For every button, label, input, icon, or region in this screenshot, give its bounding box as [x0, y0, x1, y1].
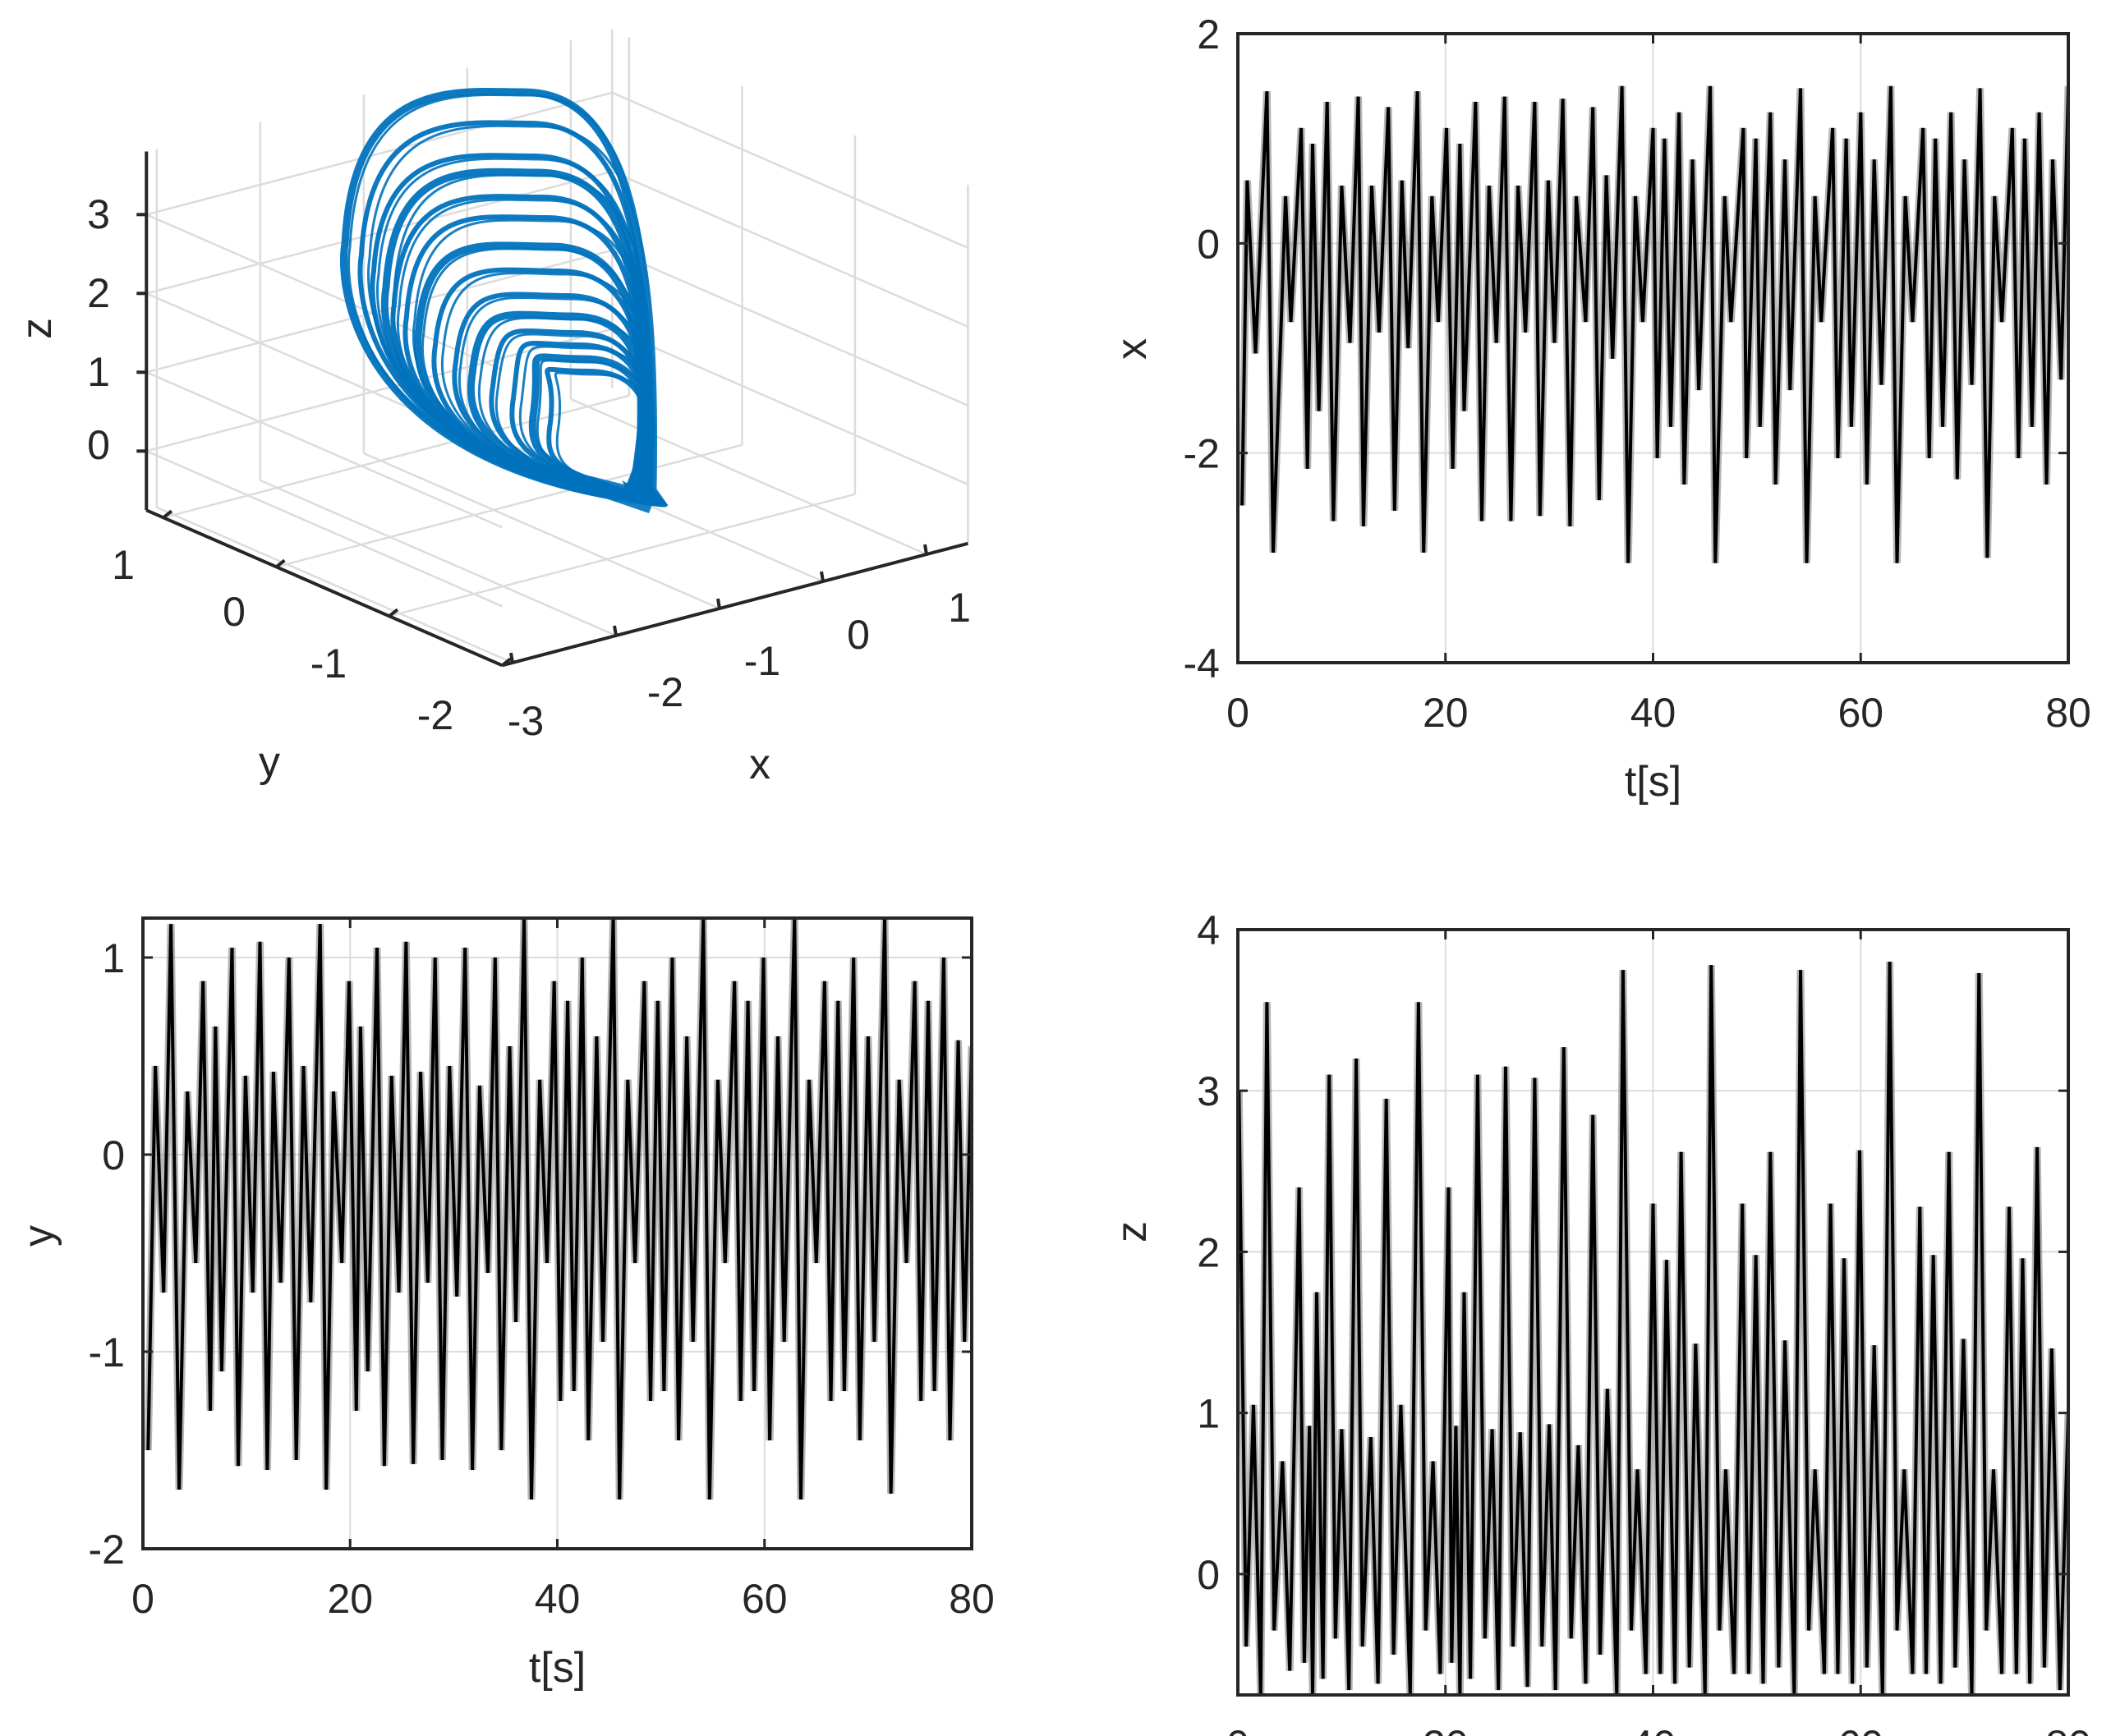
attractor-trace: [340, 87, 669, 513]
z_t-xtick-60: 60: [1837, 1722, 1883, 1736]
x_t-xtick-20: 20: [1423, 690, 1469, 736]
z-tick-3: 3: [87, 191, 110, 237]
x_t-xtick-0: 0: [1226, 690, 1249, 736]
x_t-xtick-80: 80: [2045, 690, 2091, 736]
y-axis-label: y: [259, 738, 280, 786]
x-tick-neg1: -1: [744, 638, 780, 684]
y_t-xtick-40: 40: [535, 1576, 581, 1622]
phase-portrait-3d-canvas: 3 2 1 0 z 1 0 -1 -2 y -3 -2 -1 0 1 x: [13, 30, 971, 788]
y-time-series-canvas: 0 20 40 60 80 -2 -1 0 1 t[s] y: [15, 916, 995, 1692]
x-tick-1: 1: [948, 585, 971, 631]
x_t-ytick-2: 2: [1197, 11, 1220, 57]
y-tick-1: 1: [112, 542, 135, 588]
y_t-ytick-1: 1: [102, 935, 125, 981]
x-tick-neg2: -2: [647, 669, 683, 715]
z-tick-1: 1: [87, 349, 110, 395]
z_t-trace: [1238, 962, 2068, 1695]
y_t-xtick-20: 20: [327, 1576, 373, 1622]
z_t-ytick-2: 2: [1197, 1229, 1220, 1275]
z_t-ytick-3: 3: [1197, 1068, 1220, 1114]
y_t-xlabel: t[s]: [529, 1644, 586, 1692]
x_t-xtick-40: 40: [1630, 690, 1676, 736]
y_t-trace: [144, 918, 972, 1500]
z_t-ytick-4: 4: [1197, 907, 1220, 953]
y_t-xtick-80: 80: [949, 1576, 995, 1622]
x_t-ytick--2: -2: [1184, 431, 1220, 477]
z_t-ytick-0: 0: [1197, 1552, 1220, 1598]
x-tick-0: 0: [847, 612, 870, 658]
z_t-ylabel: z: [1108, 1221, 1156, 1242]
axes-3d: [136, 151, 968, 668]
z_t-xtick-40: 40: [1630, 1722, 1676, 1736]
x_t-trace: [1238, 85, 2068, 563]
x-time-series-plot: 0 20 40 60 80 -4 -2 0 2 t[s] x: [1108, 11, 2091, 806]
z_t-xtick-0: 0: [1226, 1722, 1249, 1736]
phase-portrait-3d: 3 2 1 0 z 1 0 -1 -2 y -3 -2 -1 0 1 x: [0, 0, 1056, 868]
x_t-xlabel: t[s]: [1625, 758, 1681, 806]
y_t-ytick--2: -2: [89, 1527, 125, 1573]
x_t-ylabel: x: [1108, 338, 1156, 360]
x_t-ytick--4: -4: [1184, 641, 1220, 687]
y_t-xtick-0: 0: [131, 1576, 154, 1622]
x-tick-neg3: -3: [508, 698, 544, 744]
y_t-ytick--1: -1: [89, 1330, 125, 1375]
y-tick-neg2: -2: [417, 692, 453, 738]
z-tick-0: 0: [87, 422, 110, 468]
y_t-ylabel: y: [15, 1225, 62, 1247]
x-axis-label: x: [749, 741, 770, 788]
z_t-ytick-1: 1: [1197, 1391, 1220, 1437]
z_t-xtick-80: 80: [2045, 1722, 2091, 1736]
y-time-series-plot: 0 20 40 60 80 -2 -1 0 1 t[s] y: [15, 916, 995, 1692]
x_t-xtick-60: 60: [1837, 690, 1883, 736]
y-tick-0: 0: [223, 589, 246, 635]
z-tick-2: 2: [87, 270, 110, 316]
y_t-xtick-60: 60: [742, 1576, 788, 1622]
y-tick-neg1: -1: [310, 641, 347, 687]
x_t-ytick-0: 0: [1197, 221, 1220, 267]
z-axis-label: z: [13, 318, 61, 339]
z_t-xtick-20: 20: [1423, 1722, 1469, 1736]
y_t-ytick-0: 0: [102, 1132, 125, 1178]
x-time-series-canvas: 0 20 40 60 80 -4 -2 0 2 t[s] x: [1108, 11, 2091, 806]
